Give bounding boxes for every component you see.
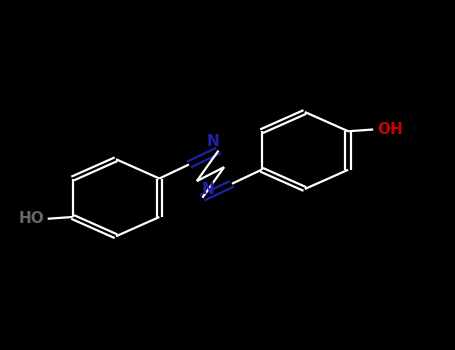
Text: N: N <box>207 134 219 149</box>
Text: HO: HO <box>18 211 44 226</box>
Text: N: N <box>202 182 214 196</box>
Text: OH: OH <box>377 122 403 137</box>
